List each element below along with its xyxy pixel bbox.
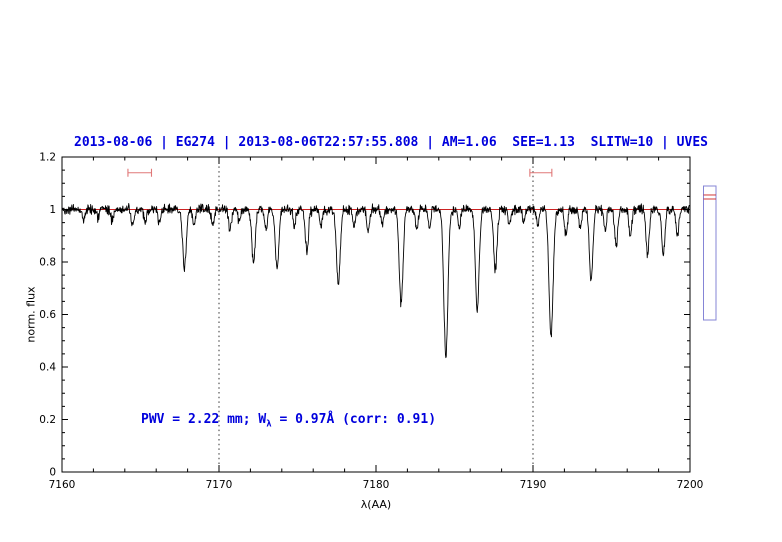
y-axis-label: norm. flux — [24, 286, 38, 343]
pwv-annotation-post: = 0.97Å (corr: 0.91) — [271, 412, 437, 427]
pwv-annotation: PWV = 2.22 mm; Wλ = 0.97Å (corr: 0.91) — [141, 412, 436, 430]
spectrum-path — [61, 202, 691, 359]
x-tick-label: 7190 — [520, 479, 547, 491]
y-tick-label: 0.4 — [39, 362, 56, 374]
x-tick-label: 7200 — [677, 479, 704, 491]
x-tick-label: 7160 — [49, 479, 76, 491]
y-tick-label: 1.2 — [39, 152, 56, 164]
range-markers — [127, 168, 553, 177]
y-tick-label: 1 — [49, 204, 56, 216]
y-tick-label: 0.8 — [39, 257, 56, 269]
pwv-lambda-subscript: λ — [266, 419, 272, 430]
x-tick-label: 7170 — [206, 479, 233, 491]
side-panel-frame — [703, 185, 717, 321]
y-tick-label: 0.2 — [39, 414, 56, 426]
y-tick-label: 0.6 — [39, 309, 56, 321]
axis-ticks — [61, 156, 691, 473]
pwv-annotation-pre: PWV = 2.22 mm; W — [141, 412, 267, 427]
x-tick-label: 7180 — [363, 479, 390, 491]
x-axis-label: λ(AA) — [360, 498, 392, 511]
side-panel — [703, 185, 717, 321]
plot-title: 2013-08-06 | EG274 | 2013-08-06T22:57:55… — [74, 135, 708, 150]
y-tick-label: 0 — [49, 467, 56, 479]
